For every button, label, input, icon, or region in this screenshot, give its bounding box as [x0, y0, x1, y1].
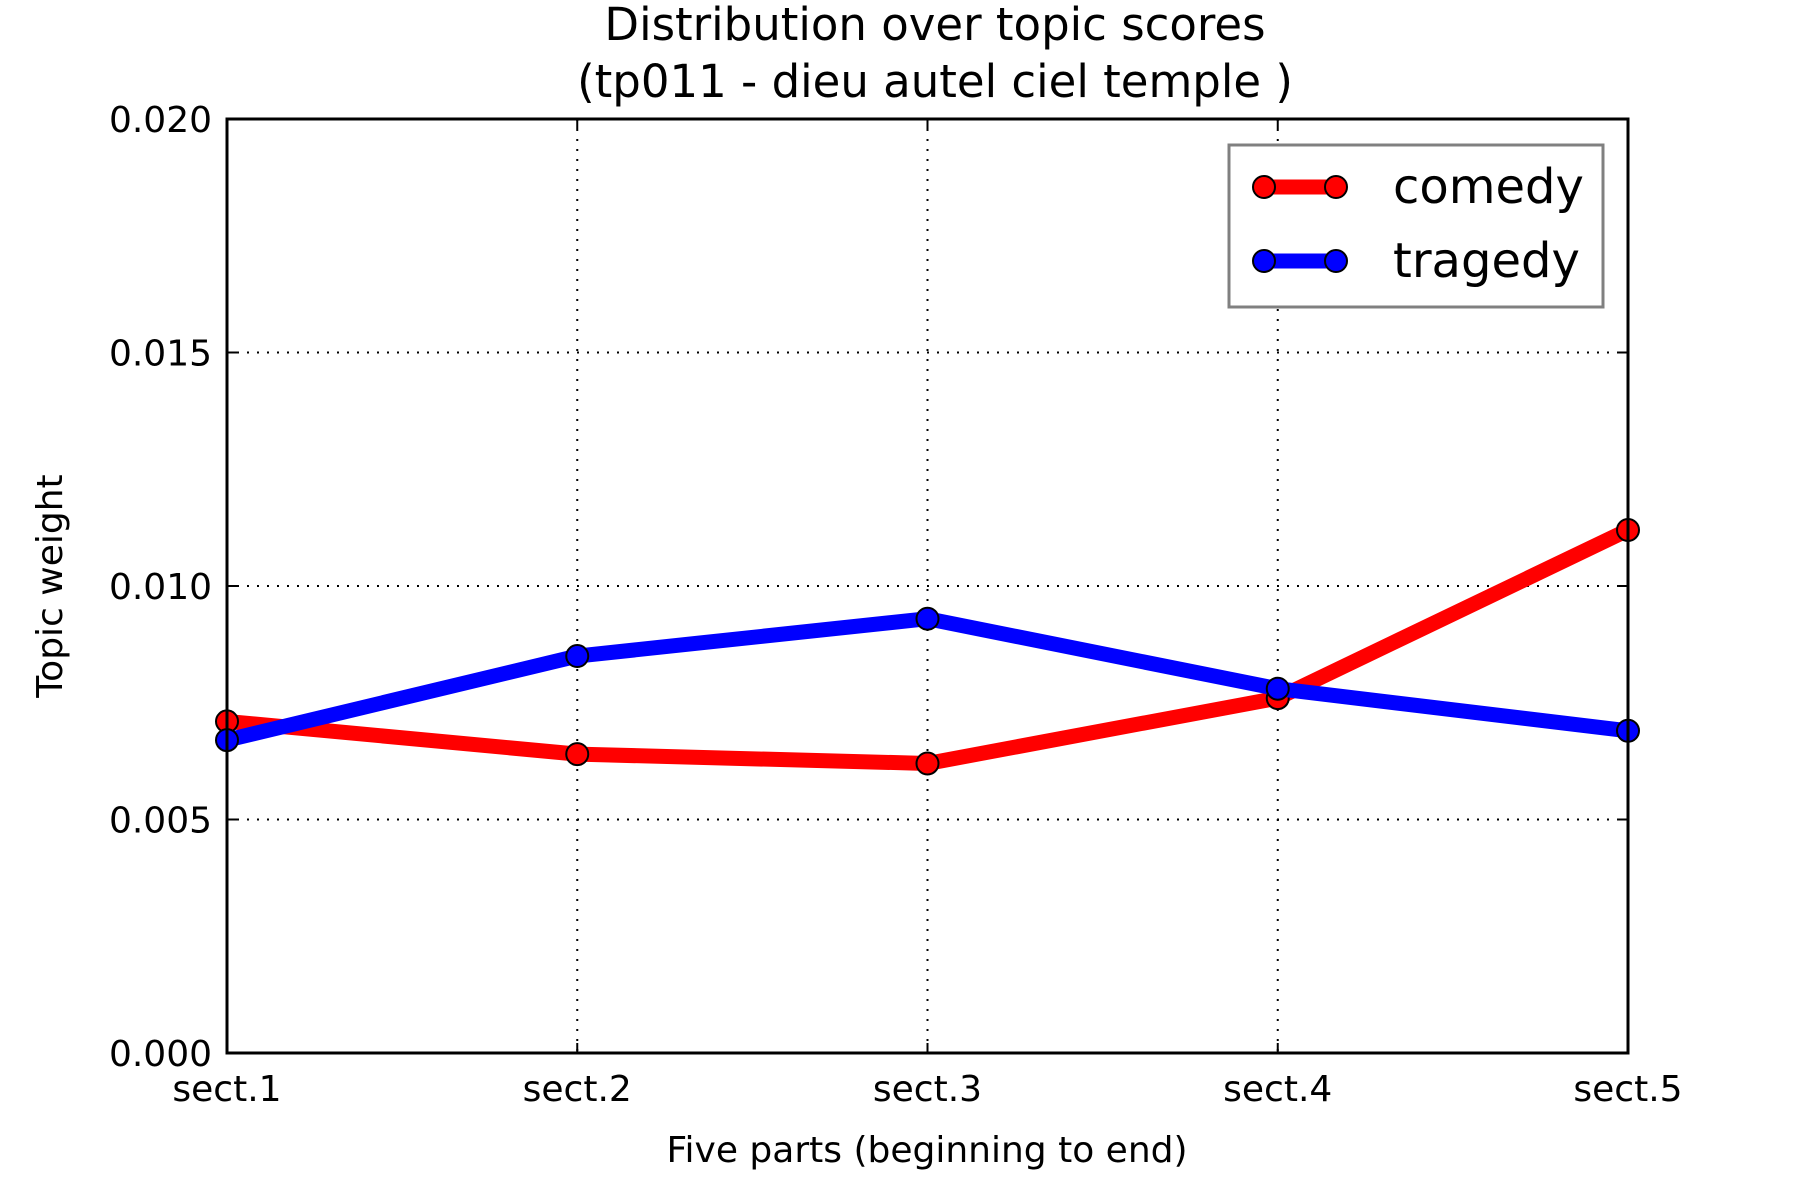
series-lines — [215, 517, 1640, 776]
y-tick-label: 0.020 — [109, 100, 212, 141]
axis-ticks: 0.000 0.005 0.010 0.015 0.020 sect.1 sect.2 sec… — [109, 100, 1683, 1110]
data-point-tragedy — [565, 644, 590, 669]
legend-marker-comedy — [1324, 175, 1348, 199]
data-point-tragedy — [915, 606, 940, 631]
legend-marker-tragedy — [1324, 249, 1348, 273]
x-tick-label: sect.2 — [523, 1069, 632, 1110]
y-tick-label: 0.015 — [109, 334, 212, 375]
y-axis-label: Topic weight — [30, 474, 71, 698]
legend-marker-comedy — [1252, 175, 1276, 199]
legend-items: comedy tragedy — [1252, 159, 1584, 289]
x-tick-label: sect.4 — [1223, 1069, 1332, 1110]
legend-label-tragedy: tragedy — [1393, 233, 1580, 289]
y-tick-label: 0.010 — [109, 567, 212, 608]
legend-marker-tragedy — [1252, 249, 1276, 273]
x-tick-label: sect.5 — [1573, 1069, 1682, 1110]
y-tick-label: 0.005 — [109, 801, 212, 842]
x-tick-label: sect.1 — [172, 1069, 281, 1110]
x-tick-label: sect.3 — [873, 1069, 982, 1110]
legend-label-comedy: comedy — [1393, 159, 1584, 215]
legend: comedy tragedy — [1227, 143, 1605, 309]
legend-box — [1227, 143, 1605, 309]
chart-subtitle: (tp011 - dieu autel ciel temple ) — [577, 55, 1293, 108]
data-point-comedy — [565, 742, 590, 767]
data-point-tragedy — [1265, 676, 1290, 701]
x-axis-label: Five parts (beginning to end) — [666, 1130, 1187, 1171]
y-tick-label: 0.000 — [109, 1034, 212, 1075]
series-line-comedy — [226, 523, 1632, 771]
data-point-comedy — [915, 751, 940, 776]
chart-title: Distribution over topic scores — [604, 0, 1265, 51]
